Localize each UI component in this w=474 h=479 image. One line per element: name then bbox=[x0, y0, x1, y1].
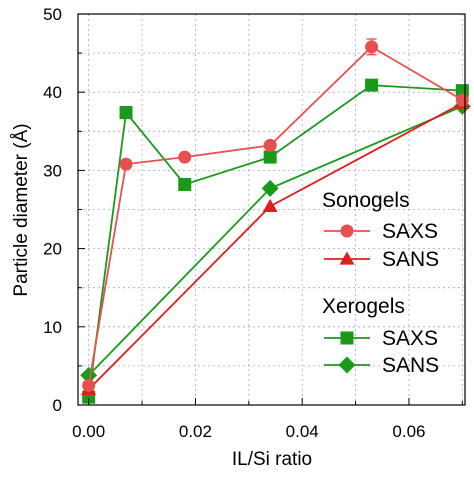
legend-swatch-marker bbox=[340, 331, 354, 345]
y-tick-label: 50 bbox=[43, 5, 62, 24]
x-axis-label: IL/Si ratio bbox=[232, 449, 312, 470]
data-point-sonogels-saxs bbox=[82, 378, 96, 392]
x-tick-label: 0.02 bbox=[179, 422, 212, 441]
x-tick-label: 0.06 bbox=[392, 422, 425, 441]
y-tick-label: 10 bbox=[43, 318, 62, 337]
series-line-sonogels-saxs bbox=[87, 45, 463, 386]
data-point-xerogels-saxs bbox=[365, 78, 379, 92]
data-point-sonogels-saxs bbox=[119, 157, 133, 171]
legend-group-title-xerogels: Xerogels bbox=[322, 295, 405, 318]
series-layer bbox=[80, 38, 471, 404]
series-sonogels-saxs bbox=[82, 38, 469, 392]
data-point-sonogels-saxs bbox=[263, 138, 277, 152]
legend-label-sonogels-sans: SANS bbox=[382, 248, 439, 271]
legend-swatch-marker bbox=[339, 251, 355, 265]
y-axis-label: Particle diameter (Å) bbox=[11, 123, 32, 296]
ticks: 0.00 0.02 0.04 0.06 0 10 20 30 40 50 bbox=[43, 5, 463, 441]
data-point-sonogels-saxs bbox=[178, 150, 192, 164]
x-tick-label: 0.04 bbox=[286, 422, 319, 441]
legend-swatch-marker bbox=[338, 356, 356, 374]
legend-entry-sonogels-saxs bbox=[324, 224, 370, 238]
legend-label-xerogels-sans: SANS bbox=[382, 354, 439, 377]
data-point-sonogels-saxs bbox=[365, 40, 379, 54]
legend-group-title-sonogels: Sonogels bbox=[322, 189, 410, 212]
y-tick-label: 20 bbox=[43, 240, 62, 259]
legend-label-sonogels-saxs: SAXS bbox=[382, 220, 438, 243]
series-xerogels-saxs bbox=[82, 78, 469, 404]
data-point-xerogels-saxs bbox=[263, 150, 277, 164]
data-point-sonogels-saxs bbox=[455, 93, 469, 107]
y-tick-label: 30 bbox=[43, 161, 62, 180]
y-tick-label: 0 bbox=[53, 396, 62, 415]
data-point-xerogels-saxs bbox=[178, 177, 192, 191]
grid bbox=[78, 14, 465, 405]
legend-entry-xerogels-sans bbox=[324, 356, 370, 374]
y-tick-label: 40 bbox=[43, 83, 62, 102]
series-line-xerogels-saxs bbox=[87, 84, 463, 398]
legend-swatch-marker bbox=[340, 224, 354, 238]
legend-label-xerogels-saxs: SAXS bbox=[382, 327, 438, 350]
data-point-sonogels-sans bbox=[262, 198, 278, 212]
legend-entry-sonogels-sans bbox=[324, 251, 370, 265]
legend-entry-xerogels-saxs bbox=[324, 331, 370, 345]
x-tick-label: 0.00 bbox=[72, 422, 105, 441]
data-point-xerogels-sans bbox=[261, 179, 279, 197]
data-point-xerogels-saxs bbox=[119, 106, 133, 120]
legend: Sonogels SAXS SANS Xerogels SAXS SANS bbox=[322, 189, 439, 377]
